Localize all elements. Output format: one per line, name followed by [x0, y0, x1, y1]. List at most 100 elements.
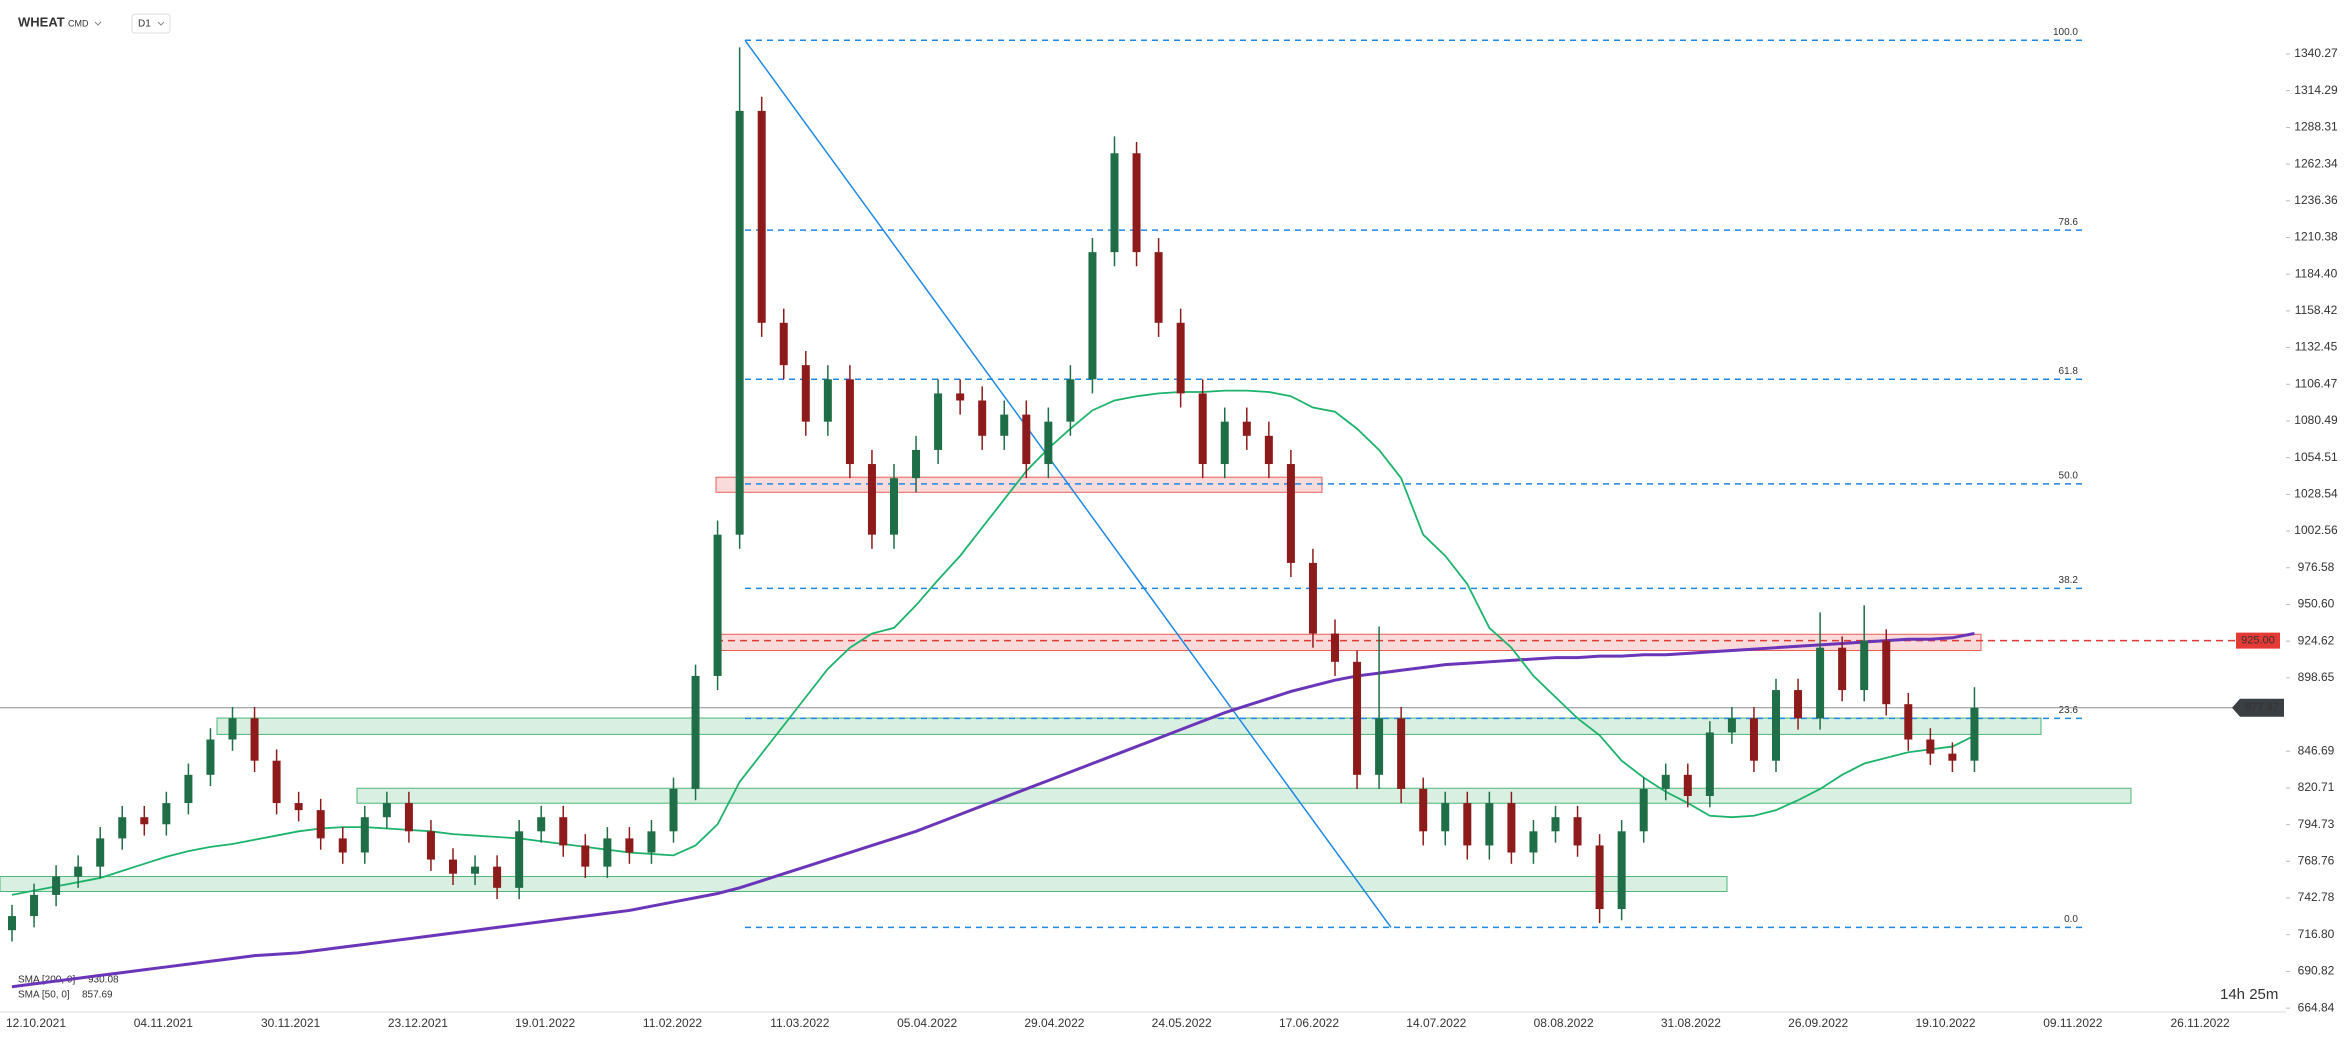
candle-body — [912, 449, 921, 479]
y-tick-label: 950.60 — [2298, 597, 2335, 611]
candle-body — [823, 379, 832, 422]
x-tick-label: 09.11.2022 — [2043, 1016, 2102, 1030]
candle-body — [8, 916, 16, 931]
candle-body — [1044, 421, 1053, 465]
candle-body — [559, 817, 568, 846]
candle-body — [1375, 718, 1384, 775]
market-caret — [94, 21, 102, 26]
zone — [356, 787, 2132, 804]
fib-label: 23.6 — [2059, 705, 2079, 716]
fib-label: 38.2 — [2059, 575, 2079, 586]
candle-body — [581, 845, 590, 867]
x-tick-label: 04.11.2021 — [134, 1016, 193, 1030]
candle-body — [1551, 817, 1560, 832]
candle-body — [1397, 718, 1406, 789]
zone — [0, 876, 1728, 893]
candle-body — [537, 817, 546, 832]
zone — [715, 476, 1323, 493]
interval-caret — [157, 21, 165, 26]
x-tick-label: 26.11.2022 — [2171, 1016, 2230, 1030]
candle-body — [845, 379, 854, 465]
candle-body — [184, 774, 193, 804]
candle-body — [956, 393, 965, 401]
candle-body — [1264, 435, 1273, 465]
candle-body — [625, 838, 634, 853]
candle-body — [1463, 803, 1472, 846]
candle-body — [1639, 788, 1648, 832]
candle-body — [779, 322, 788, 366]
candle-body — [140, 817, 149, 825]
y-tick-label: 768.76 — [2298, 854, 2335, 868]
y-tick-label: 1340.27 — [2294, 46, 2338, 60]
y-tick-label: 1288.31 — [2294, 120, 2338, 134]
x-tick-label: 30.11.2021 — [261, 1016, 320, 1030]
sma-line — [11, 631, 1975, 989]
y-tick-label: 716.80 — [2298, 927, 2335, 941]
candle-body — [1772, 690, 1780, 761]
candle-body — [890, 478, 898, 535]
y-tick-label: 1210.38 — [2294, 230, 2338, 244]
y-tick-label: 976.58 — [2298, 560, 2335, 574]
x-tick-label: 05.04.2022 — [897, 1016, 957, 1030]
interval-select[interactable] — [131, 13, 171, 34]
candle-body — [272, 760, 281, 804]
legend-sma50-name: SMA [50, 0] — [18, 990, 70, 1001]
fib-label: 100.0 — [2053, 27, 2078, 38]
candle-body — [228, 718, 237, 740]
candle-body — [206, 739, 215, 775]
fib-label: 50.0 — [2059, 470, 2079, 481]
candle-body — [1904, 704, 1913, 740]
candle-body — [1794, 690, 1803, 719]
candle-body — [801, 365, 810, 422]
candle-body — [669, 788, 678, 832]
candle-body — [426, 831, 435, 860]
interval[interactable]: D1 — [138, 19, 151, 30]
candle-body — [978, 400, 987, 436]
candle-body — [1595, 845, 1604, 910]
y-tick-label: 1106.47 — [2295, 376, 2338, 390]
candle-body — [250, 718, 259, 761]
y-tick-label: 1158.42 — [2295, 303, 2338, 317]
candle-body — [316, 810, 325, 839]
y-tick-label: 690.82 — [2298, 964, 2335, 978]
candle-body — [162, 803, 171, 825]
candle-body — [493, 866, 502, 888]
y-tick-label: 1080.49 — [2294, 413, 2338, 427]
y-tick-label: 898.65 — [2298, 670, 2335, 684]
y-tick-label: 1054.51 — [2294, 450, 2338, 464]
legend-sma200-name: SMA [200, 0] — [18, 975, 75, 986]
y-tick-label: 794.73 — [2298, 817, 2335, 831]
candle-body — [691, 675, 700, 789]
fib-label: 61.8 — [2059, 366, 2079, 377]
candle-body — [1441, 803, 1450, 832]
trend-line — [744, 39, 1392, 928]
symbol: WHEAT — [18, 14, 65, 29]
x-tick-label: 24.05.2022 — [1152, 1016, 1212, 1030]
candle-body — [1220, 421, 1229, 465]
candle-body — [1617, 831, 1626, 910]
x-tick-label: 26.09.2022 — [1788, 1016, 1848, 1030]
candle-body — [1176, 322, 1185, 394]
countdown: 14h 25m — [2220, 986, 2278, 1003]
candle-body — [360, 817, 369, 853]
candle-body — [1485, 803, 1494, 846]
x-tick-label: 19.10.2022 — [1915, 1016, 1975, 1030]
candle-body — [118, 817, 127, 839]
candle-body — [1529, 831, 1538, 853]
candle-body — [1970, 707, 1979, 761]
candle-body — [1573, 817, 1582, 846]
candle-body — [294, 803, 303, 811]
market: CMD — [68, 18, 89, 28]
alert-tag — [2236, 632, 2280, 649]
candle-body — [382, 803, 391, 818]
candle-body — [1860, 640, 1869, 691]
candle-body — [1132, 153, 1141, 253]
candle-body — [1661, 774, 1670, 789]
x-tick-label: 29.04.2022 — [1024, 1016, 1084, 1030]
candle-body — [1331, 633, 1339, 662]
candle-body — [52, 876, 61, 895]
fib-label: 78.6 — [2059, 217, 2079, 228]
x-tick-label: 08.08.2022 — [1534, 1016, 1594, 1030]
x-tick-label: 17.06.2022 — [1279, 1016, 1339, 1030]
candle-body — [1088, 252, 1097, 380]
